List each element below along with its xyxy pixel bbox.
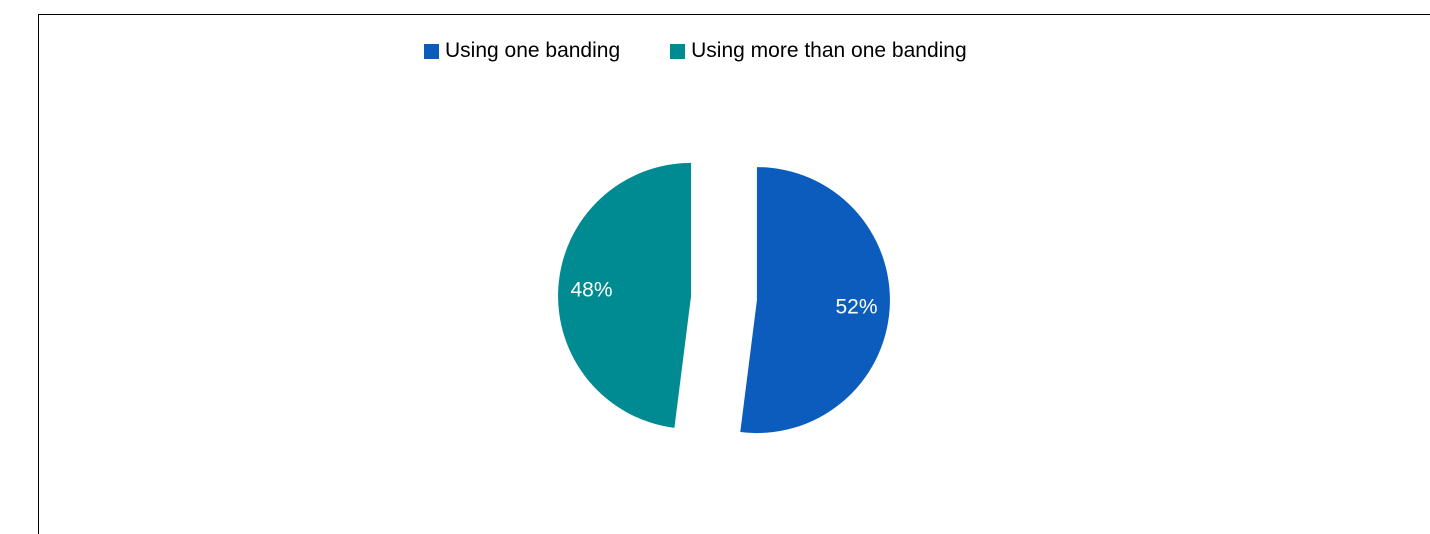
data-label-more-than-one-banding: 48%	[570, 279, 612, 302]
chart-frame	[38, 14, 1430, 534]
legend-swatch-one-banding	[424, 43, 439, 59]
chart-legend: Using one banding Using more than one ba…	[424, 39, 1017, 63]
legend-swatch-more-than-one-banding	[670, 43, 686, 59]
pie-chart: 52% 48%	[558, 162, 890, 434]
data-label-one-banding: 52%	[835, 295, 877, 318]
legend-item-more-than-one-banding: Using more than one banding	[670, 39, 967, 63]
legend-item-one-banding: Using one banding	[424, 39, 620, 63]
legend-label-more-than-one-banding: Using more than one banding	[691, 39, 967, 62]
legend-label-one-banding: Using one banding	[445, 39, 621, 62]
pie-slice-more-than-one-banding	[558, 162, 692, 428]
pie-slice-one-banding	[740, 167, 890, 434]
